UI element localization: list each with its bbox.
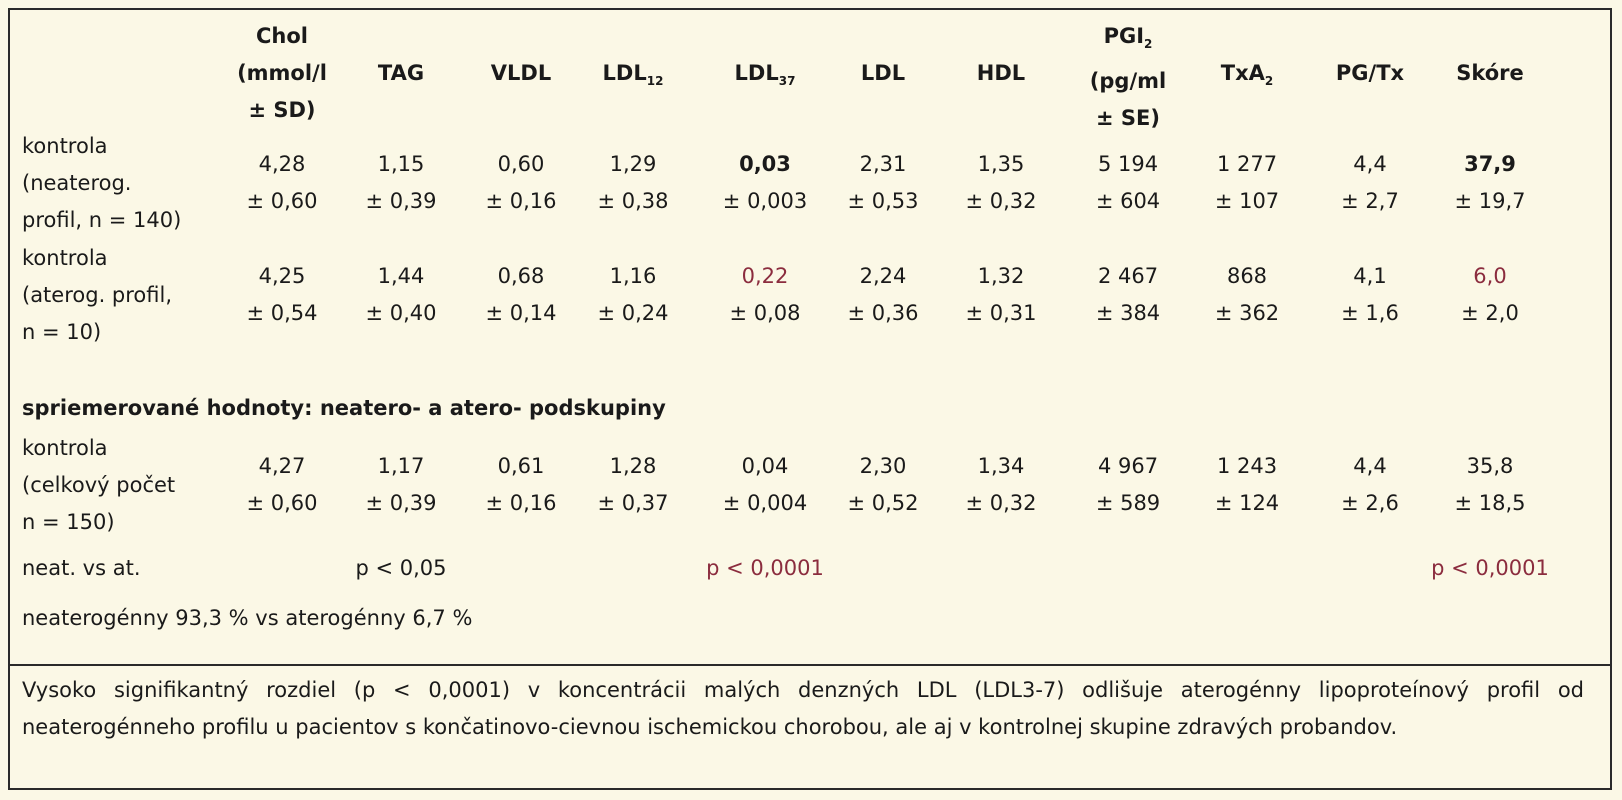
ldl37-p-value: p < 0,0001: [706, 556, 824, 580]
row-label-aterog: kontrola (aterog. profil, n = 10): [22, 246, 173, 344]
cell-ldl37: 0,03 ± 0,003: [722, 152, 808, 213]
cell-pgtx: 4,4 ± 2,7: [1341, 152, 1399, 213]
cell-ldl: 2,30 ± 0,52: [847, 454, 919, 515]
cell-pgi2: 5 194 ± 604: [1095, 152, 1161, 213]
cell-ldl12: 1,29 ± 0,38: [597, 152, 669, 213]
cell-pgtx: 4,4 ± 2,6: [1341, 454, 1399, 515]
cell-txa2: 1 277 ± 107: [1214, 152, 1280, 213]
cell-tag: 1,15 ± 0,39: [365, 152, 437, 213]
header-chol: Chol (mmol/l ± SD): [237, 24, 327, 122]
ratio-line: neaterogénny 93,3 % vs aterogénny 6,7 %: [22, 606, 473, 630]
cell-skore: 37,9 ± 19,7: [1454, 152, 1526, 213]
skore-p-value: p < 0,0001: [1431, 556, 1549, 580]
cell-ldl37: 0,22 ± 0,08: [729, 264, 801, 325]
divider: [10, 664, 1610, 666]
cell-skore: 35,8 ± 18,5: [1454, 454, 1526, 515]
header-vldl: VLDL: [490, 61, 552, 85]
cell-hdl: 1,34 ± 0,32: [965, 454, 1037, 515]
footnote: Vysoko signifikantný rozdiel (p < 0,0001…: [22, 678, 1584, 739]
cell-ldl12: 1,16 ± 0,24: [597, 264, 669, 325]
header-pgtx: PG/Tx: [1335, 61, 1405, 85]
cell-hdl: 1,35 ± 0,32: [965, 152, 1037, 213]
cell-ldl: 2,31 ± 0,53: [847, 152, 919, 213]
cell-hdl: 1,32 ± 0,31: [965, 264, 1037, 325]
cell-skore: 6,0 ± 2,0: [1461, 264, 1519, 325]
cell-chol: 4,28 ± 0,60: [246, 152, 318, 213]
cell-tag: 1,17 ± 0,39: [365, 454, 437, 515]
header-ldl37: LDL37: [734, 61, 796, 89]
header-pgi2: PGI2 (pg/ml ± SE): [1089, 24, 1167, 131]
comparison-label: neat. vs at.: [22, 556, 141, 580]
cell-vldl: 0,68 ± 0,14: [485, 264, 557, 325]
cell-ldl37: 0,04 ± 0,004: [722, 454, 808, 515]
header-skore: Skóre: [1456, 61, 1524, 85]
cell-chol: 4,25 ± 0,54: [246, 264, 318, 325]
cell-pgi2: 4 967 ± 589: [1095, 454, 1161, 515]
header-ldl12: LDL12: [602, 61, 664, 89]
header-ldl: LDL: [860, 61, 906, 85]
header-txa2: TxA2: [1220, 61, 1274, 89]
cell-tag: 1,44 ± 0,40: [365, 264, 437, 325]
cell-ldl12: 1,28 ± 0,37: [597, 454, 669, 515]
cell-vldl: 0,60 ± 0,16: [485, 152, 557, 213]
cell-txa2: 868 ± 362: [1214, 264, 1280, 325]
cell-vldl: 0,61 ± 0,16: [485, 454, 557, 515]
section-heading: spriemerované hodnoty: neatero- a atero-…: [22, 396, 666, 420]
header-tag: TAG: [377, 61, 425, 85]
row-label-celkovy: kontrola (celkový počet n = 150): [22, 436, 176, 534]
row-label-neaterog: kontrola (neaterog. profil, n = 140): [22, 134, 182, 232]
cell-ldl: 2,24 ± 0,36: [847, 264, 919, 325]
table-frame: Chol (mmol/l ± SD) TAG VLDL LDL12 LDL37 …: [8, 8, 1612, 790]
cell-pgi2: 2 467 ± 384: [1095, 264, 1161, 325]
tag-p-value: p < 0,05: [355, 556, 447, 580]
cell-chol: 4,27 ± 0,60: [246, 454, 318, 515]
header-hdl: HDL: [976, 61, 1026, 85]
cell-txa2: 1 243 ± 124: [1214, 454, 1280, 515]
cell-pgtx: 4,1 ± 1,6: [1341, 264, 1399, 325]
